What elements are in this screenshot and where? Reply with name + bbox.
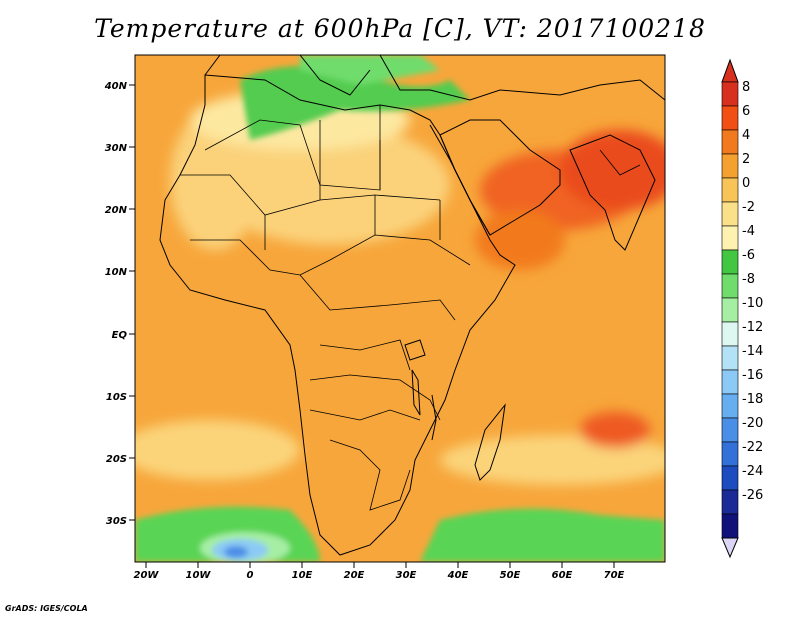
colorbar-label: -8 xyxy=(742,272,755,287)
colorbar-swatch xyxy=(721,81,739,107)
colorbar-swatch xyxy=(721,513,739,539)
colorbar-swatch xyxy=(721,321,739,347)
west-sahara-cool-region xyxy=(170,110,260,250)
colorbar-label: 2 xyxy=(742,152,750,167)
colorbar-label: -4 xyxy=(742,224,755,239)
colorbar-swatch xyxy=(721,393,739,419)
madagascar-east-hot-spot xyxy=(580,412,650,448)
lat-label: 20N xyxy=(105,205,128,216)
colorbar-label: -24 xyxy=(742,464,763,479)
cold-pool-core xyxy=(224,546,248,558)
colorbar-label: -2 xyxy=(742,200,755,215)
lake-victoria xyxy=(404,339,426,361)
colorbar-label: -16 xyxy=(742,368,763,383)
colorbar-label: -10 xyxy=(742,296,763,311)
colorbar-swatch xyxy=(721,441,739,467)
colorbar-swatch xyxy=(721,177,739,203)
colorbar-swatch xyxy=(721,417,739,443)
lake-tanganyika xyxy=(411,369,421,416)
lat-label: 20S xyxy=(106,454,127,465)
lat-label: 10N xyxy=(105,267,128,278)
africa-coastline xyxy=(159,74,516,556)
country-borders xyxy=(180,105,641,511)
lat-label: 30S xyxy=(106,516,127,527)
lon-label: 0 xyxy=(247,570,254,581)
colorbar-label: -14 xyxy=(742,344,763,359)
somali-warm-spot xyxy=(475,210,565,270)
colorbar-swatch xyxy=(721,153,739,179)
credit-text: GrADS: IGES/COLA xyxy=(5,604,88,613)
colorbar-swatch xyxy=(721,465,739,491)
colorbar-swatch xyxy=(721,249,739,275)
lon-label: 30E xyxy=(396,570,417,581)
mediterranean-cold-band xyxy=(240,66,470,140)
lon-label: 70E xyxy=(604,570,625,581)
south-atlantic-warm-band xyxy=(135,420,300,480)
lon-label: 40E xyxy=(447,570,469,581)
colorbar: 8 6 4 2 0 -2 -4 -6 -8 -10 -12 -14 -16 -1… xyxy=(721,58,763,559)
colorbar-label: 6 xyxy=(742,104,750,119)
colorbar-label: -6 xyxy=(742,248,755,263)
colorbar-arrow-bottom xyxy=(721,537,739,559)
colorbar-label: -26 xyxy=(742,488,763,503)
lon-label: 50E xyxy=(500,570,521,581)
red-sea-coast xyxy=(429,124,491,236)
colorbar-label: -12 xyxy=(742,320,763,335)
temperature-field xyxy=(135,55,665,562)
lon-label: 10W xyxy=(186,570,212,581)
colorbar-label: -20 xyxy=(742,416,763,431)
madagascar-coastline xyxy=(474,403,506,481)
colorbar-swatch xyxy=(721,225,739,251)
colorbar-swatch xyxy=(721,345,739,371)
colorbar-swatch xyxy=(721,273,739,299)
lat-label: 30N xyxy=(105,143,128,154)
colorbar-swatch xyxy=(721,129,739,155)
southern-ocean-cold-band xyxy=(420,508,665,562)
europe-coastline xyxy=(204,55,665,101)
lat-label: 40N xyxy=(104,81,128,92)
colorbar-label: 4 xyxy=(742,128,750,143)
colorbar-swatch xyxy=(721,201,739,227)
map-frame xyxy=(134,54,666,563)
colorbar-swatch xyxy=(721,369,739,395)
colorbar-arrow-top xyxy=(721,58,739,83)
colorbar-label: 8 xyxy=(742,80,750,95)
lon-label: 20W xyxy=(134,570,160,581)
map-title: Temperature at 600hPa [C], VT: 201710021… xyxy=(94,14,706,43)
sahara-cool-region xyxy=(210,125,450,245)
longitude-axis: 20W 10W 0 10E 20E 30E 40E 50E 60E 70E xyxy=(134,562,625,581)
coastlines xyxy=(159,55,665,556)
lat-label: EQ xyxy=(112,330,128,341)
colorbar-label: -22 xyxy=(742,440,763,455)
india-coastline xyxy=(569,134,656,251)
colorbar-swatch xyxy=(721,297,739,323)
lon-label: 20E xyxy=(344,570,365,581)
colorbar-label: -18 xyxy=(742,392,763,407)
colorbar-label: 0 xyxy=(742,176,750,191)
lake-malawi xyxy=(431,394,437,441)
india-hot-spot xyxy=(560,130,665,210)
lon-label: 60E xyxy=(552,570,573,581)
lat-label: 10S xyxy=(106,392,127,403)
lon-label: 10E xyxy=(292,570,313,581)
latitude-axis: 40N 30N 20N 10N EQ 10S 20S 30S xyxy=(104,81,135,527)
colorbar-swatch xyxy=(721,105,739,131)
colorbar-swatch xyxy=(721,489,739,515)
